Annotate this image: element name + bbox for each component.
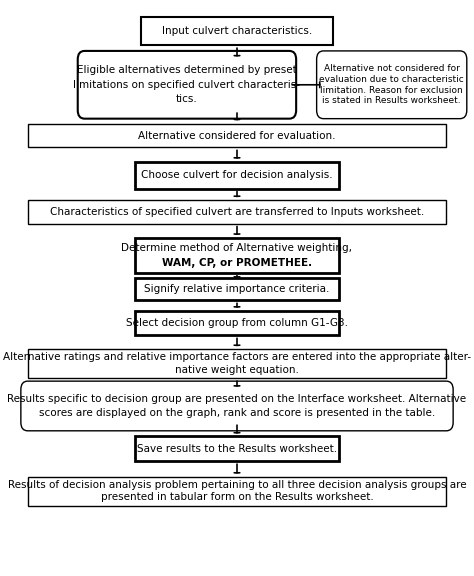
Text: Select decision group from column G1-G3.: Select decision group from column G1-G3.	[126, 318, 348, 328]
Text: Results specific to decision group are presented on the Interface worksheet. Alt: Results specific to decision group are p…	[8, 394, 466, 404]
Text: is stated in Results worksheet.: is stated in Results worksheet.	[322, 97, 461, 105]
Text: scores are displayed on the graph, rank and score is presented in the table.: scores are displayed on the graph, rank …	[39, 408, 435, 418]
FancyBboxPatch shape	[135, 310, 339, 335]
FancyBboxPatch shape	[135, 161, 339, 189]
FancyBboxPatch shape	[78, 51, 296, 119]
Text: Input culvert characteristics.: Input culvert characteristics.	[162, 26, 312, 36]
FancyBboxPatch shape	[135, 238, 339, 273]
FancyBboxPatch shape	[27, 124, 447, 147]
Text: Eligible alternatives determined by preset: Eligible alternatives determined by pres…	[77, 66, 297, 75]
FancyBboxPatch shape	[135, 278, 339, 301]
Text: native weight equation.: native weight equation.	[175, 365, 299, 375]
Text: tics.: tics.	[176, 94, 198, 104]
FancyBboxPatch shape	[27, 200, 447, 223]
Text: presented in tabular form on the Results worksheet.: presented in tabular form on the Results…	[100, 492, 374, 502]
Text: Alternative considered for evaluation.: Alternative considered for evaluation.	[138, 131, 336, 141]
FancyBboxPatch shape	[27, 349, 447, 378]
Text: Signify relative importance criteria.: Signify relative importance criteria.	[144, 284, 330, 294]
FancyBboxPatch shape	[141, 17, 333, 46]
Text: limitations on specified culvert characteris-: limitations on specified culvert charact…	[73, 80, 301, 90]
Text: evaluation due to characteristic: evaluation due to characteristic	[319, 75, 464, 84]
Text: limitation. Reason for exclusion: limitation. Reason for exclusion	[320, 86, 463, 94]
Text: Determine method of Alternative weighting,: Determine method of Alternative weightin…	[121, 243, 353, 253]
Text: Alternative ratings and relative importance factors are entered into the appropr: Alternative ratings and relative importa…	[3, 353, 471, 362]
FancyBboxPatch shape	[317, 51, 467, 119]
Text: Choose culvert for decision analysis.: Choose culvert for decision analysis.	[141, 170, 333, 180]
FancyBboxPatch shape	[27, 476, 447, 506]
Text: Save results to the Results worksheet.: Save results to the Results worksheet.	[137, 444, 337, 454]
Text: Results of decision analysis problem pertaining to all three decision analysis g: Results of decision analysis problem per…	[8, 480, 466, 490]
FancyBboxPatch shape	[135, 437, 339, 461]
Text: Alternative not considered for: Alternative not considered for	[324, 64, 460, 73]
FancyBboxPatch shape	[21, 381, 453, 431]
Text: Characteristics of specified culvert are transferred to Inputs worksheet.: Characteristics of specified culvert are…	[50, 207, 424, 217]
Text: WAM, CP, or PROMETHEE.: WAM, CP, or PROMETHEE.	[162, 257, 312, 268]
